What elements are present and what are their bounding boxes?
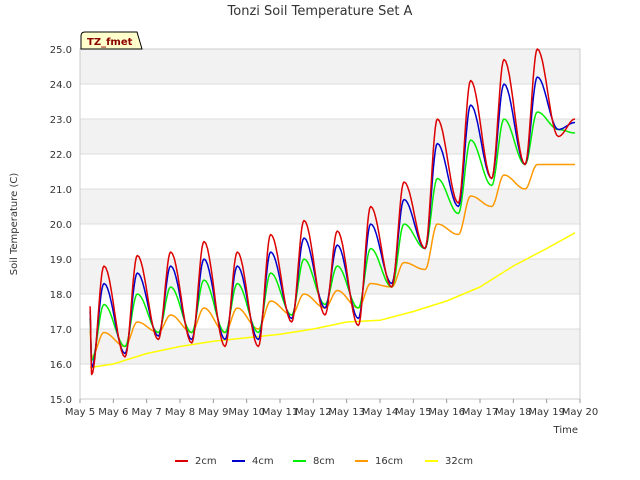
x-tick-label: May 13 <box>328 407 365 418</box>
y-tick-label: 25.0 <box>50 45 72 56</box>
x-tick-label: May 6 <box>98 407 128 418</box>
grid-band <box>80 49 580 84</box>
legend-label-32cm: 32cm <box>445 456 473 467</box>
x-tick-label: May 20 <box>562 407 599 418</box>
x-axis-label: Time <box>553 425 578 436</box>
x-tick-label: May 8 <box>165 407 195 418</box>
x-tick-label: May 12 <box>295 407 332 418</box>
series-line-2cm <box>89 48 576 376</box>
x-tick-label: May 14 <box>362 407 399 418</box>
y-tick-label: 16.0 <box>50 360 72 371</box>
y-tick-label: 20.0 <box>50 220 72 231</box>
chart-title: Tonzi Soil Temperature Set A <box>227 4 413 19</box>
x-tick-label: May 15 <box>395 407 432 418</box>
x-tick-label: May 17 <box>462 407 499 418</box>
x-tick-label: May 11 <box>262 407 299 418</box>
plot-frame <box>79 48 581 400</box>
grid-band <box>80 189 580 224</box>
x-tick-label: May 10 <box>228 407 265 418</box>
y-axis: 15.0 16.0 17.0 18.0 19.0 20.0 21.0 22.0 23.0 24.0… <box>50 45 72 406</box>
y-tick-label: 17.0 <box>50 325 72 336</box>
grid-band <box>80 329 580 364</box>
legend-label-8cm: 8cm <box>313 456 335 467</box>
plot-background <box>80 49 580 364</box>
y-tick-label: 19.0 <box>50 255 72 266</box>
series-line-32cm <box>89 232 576 369</box>
series-lines <box>89 48 576 376</box>
x-tick-label: May 5 <box>65 407 95 418</box>
legend-label-16cm: 16cm <box>375 456 403 467</box>
legend: 2cm 4cm 8cm 16cm 32cm <box>175 456 473 467</box>
y-axis-label: Soil Temperature (C) <box>9 173 20 276</box>
y-tick-label: 24.0 <box>50 80 72 91</box>
y-tick-label: 23.0 <box>50 115 72 126</box>
legend-label-4cm: 4cm <box>252 456 274 467</box>
x-tick-label: May 7 <box>132 407 162 418</box>
y-tick-label: 22.0 <box>50 150 72 161</box>
x-tick-label: May 16 <box>428 407 465 418</box>
x-tick-label: May 18 <box>495 407 532 418</box>
badge-label: TZ_fmet <box>87 37 133 48</box>
legend-label-2cm: 2cm <box>195 456 217 467</box>
grid-band <box>80 119 580 154</box>
y-tick-label: 18.0 <box>50 290 72 301</box>
y-tick-label: 21.0 <box>50 185 72 196</box>
x-tick-label: May 9 <box>198 407 228 418</box>
x-tick-label: May 19 <box>528 407 565 418</box>
series-line-8cm <box>89 111 576 362</box>
y-tick-label: 15.0 <box>50 395 72 406</box>
tz-fmet-badge: TZ_fmet <box>80 31 143 50</box>
